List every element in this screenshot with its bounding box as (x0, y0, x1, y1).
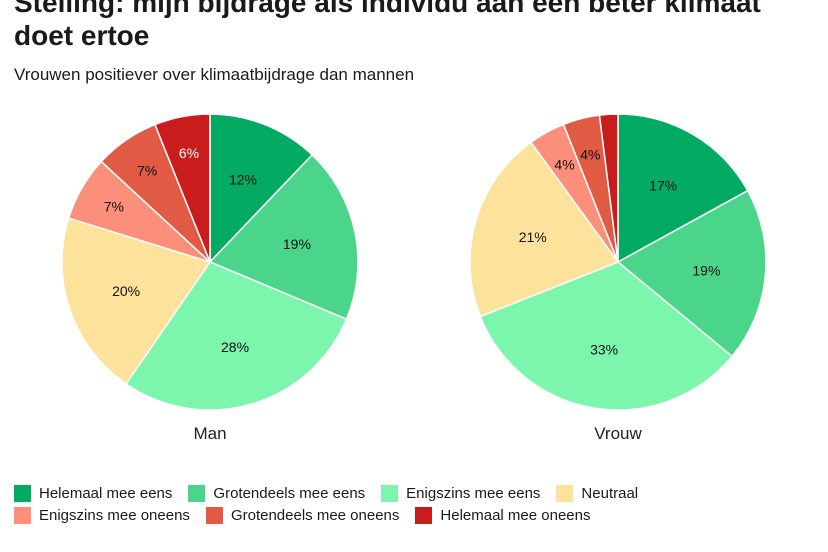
slice-label-man-helemaal-mee-eens: 12% (229, 172, 257, 188)
slice-label-vrouw-enigszins-mee-eens: 33% (590, 342, 618, 358)
chart-subtitle: Vrouwen positiever over klimaatbijdrage … (14, 65, 415, 84)
legend-item-grotendeels-mee-oneens: Grotendeels mee oneens (205, 505, 400, 526)
slice-label-man-grotendeels-mee-oneens: 7% (137, 163, 157, 179)
pie-title-vrouw: Vrouw (594, 424, 642, 443)
pie-slice-man-helemaal-mee-oneens (154, 113, 211, 263)
legend-item-neutraal: Neutraal (556, 483, 638, 504)
legend-label: Neutraal (581, 485, 639, 502)
legend-label: Grotendeels mee eens (213, 485, 366, 502)
pie-slice-man-enigszins-mee-eens (125, 261, 348, 411)
legend-label: Enigszins mee oneens (39, 507, 190, 524)
pie-slice-vrouw-helemaal-mee-oneens (598, 113, 619, 263)
slice-label-man-grotendeels-mee-eens: 19% (283, 236, 311, 252)
slice-label-vrouw-enigszins-mee-oneens: 4% (554, 157, 574, 173)
legend-swatch (205, 507, 223, 524)
legend-swatch (556, 485, 574, 502)
pie-slice-man-neutraal (61, 217, 212, 385)
slice-label-vrouw-grotendeels-mee-eens: 19% (692, 262, 720, 278)
slice-label-vrouw-helemaal-mee-eens: 17% (649, 178, 677, 194)
legend-label: Helemaal mee eens (39, 485, 173, 502)
pie-slice-man-grotendeels-mee-eens (208, 153, 359, 321)
legend-item-helemaal-mee-eens: Helemaal mee eens (14, 483, 172, 504)
legend: Helemaal mee eens Grotendeels mee eens E… (14, 483, 814, 527)
legend-item-enigszins-mee-eens: Enigszins mee eens (381, 483, 540, 504)
legend-item-grotendeels-mee-eens: Grotendeels mee eens (188, 483, 365, 504)
chart-title: Stelling: mijn bijdrage als individu aan… (14, 0, 761, 51)
slice-label-vrouw-neutraal: 21% (519, 229, 547, 245)
legend-swatch (14, 507, 31, 524)
legend-label: Helemaal mee oneens (440, 507, 591, 524)
pie-slice-vrouw-enigszins-mee-eens (479, 261, 734, 411)
legend-label: Enigszins mee eens (406, 485, 541, 502)
pie-slice-vrouw-grotendeels-mee-eens (616, 189, 767, 358)
slice-label-man-helemaal-mee-oneens: 6% (179, 145, 199, 161)
legend-swatch (188, 485, 206, 502)
legend-item-helemaal-mee-oneens: Helemaal mee oneens (415, 505, 590, 526)
pie-slice-vrouw-helemaal-mee-eens (617, 113, 749, 264)
legend-item-enigszins-mee-oneens: Enigszins mee oneens (14, 505, 190, 526)
slice-label-man-enigszins-mee-eens: 28% (221, 339, 249, 355)
legend-label: Grotendeels mee oneens (230, 507, 400, 524)
legend-swatch (14, 485, 31, 502)
slice-label-man-enigszins-mee-oneens: 7% (104, 199, 124, 215)
legend-row-2: Enigszins mee oneens Grotendeels mee one… (14, 505, 814, 526)
slice-label-man-neutraal: 20% (112, 283, 140, 299)
pie-charts: 12% 19% 28% 20% 7% 7% 6% Man 17% 19% 33% 21% 4% 4% Vro… (61, 113, 767, 443)
legend-swatch (381, 485, 399, 502)
pie-slice-man-helemaal-mee-eens (209, 113, 314, 264)
slice-label-vrouw-grotendeels-mee-oneens: 4% (580, 146, 600, 162)
pie-title-man: Man (193, 424, 226, 443)
legend-swatch (415, 507, 433, 524)
pie-slice-vrouw-neutraal (469, 141, 620, 318)
legend-row-1: Helemaal mee eens Grotendeels mee eens E… (14, 483, 814, 504)
